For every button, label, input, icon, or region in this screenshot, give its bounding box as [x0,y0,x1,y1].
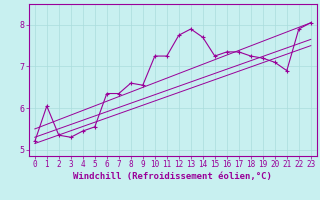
X-axis label: Windchill (Refroidissement éolien,°C): Windchill (Refroidissement éolien,°C) [73,172,272,181]
